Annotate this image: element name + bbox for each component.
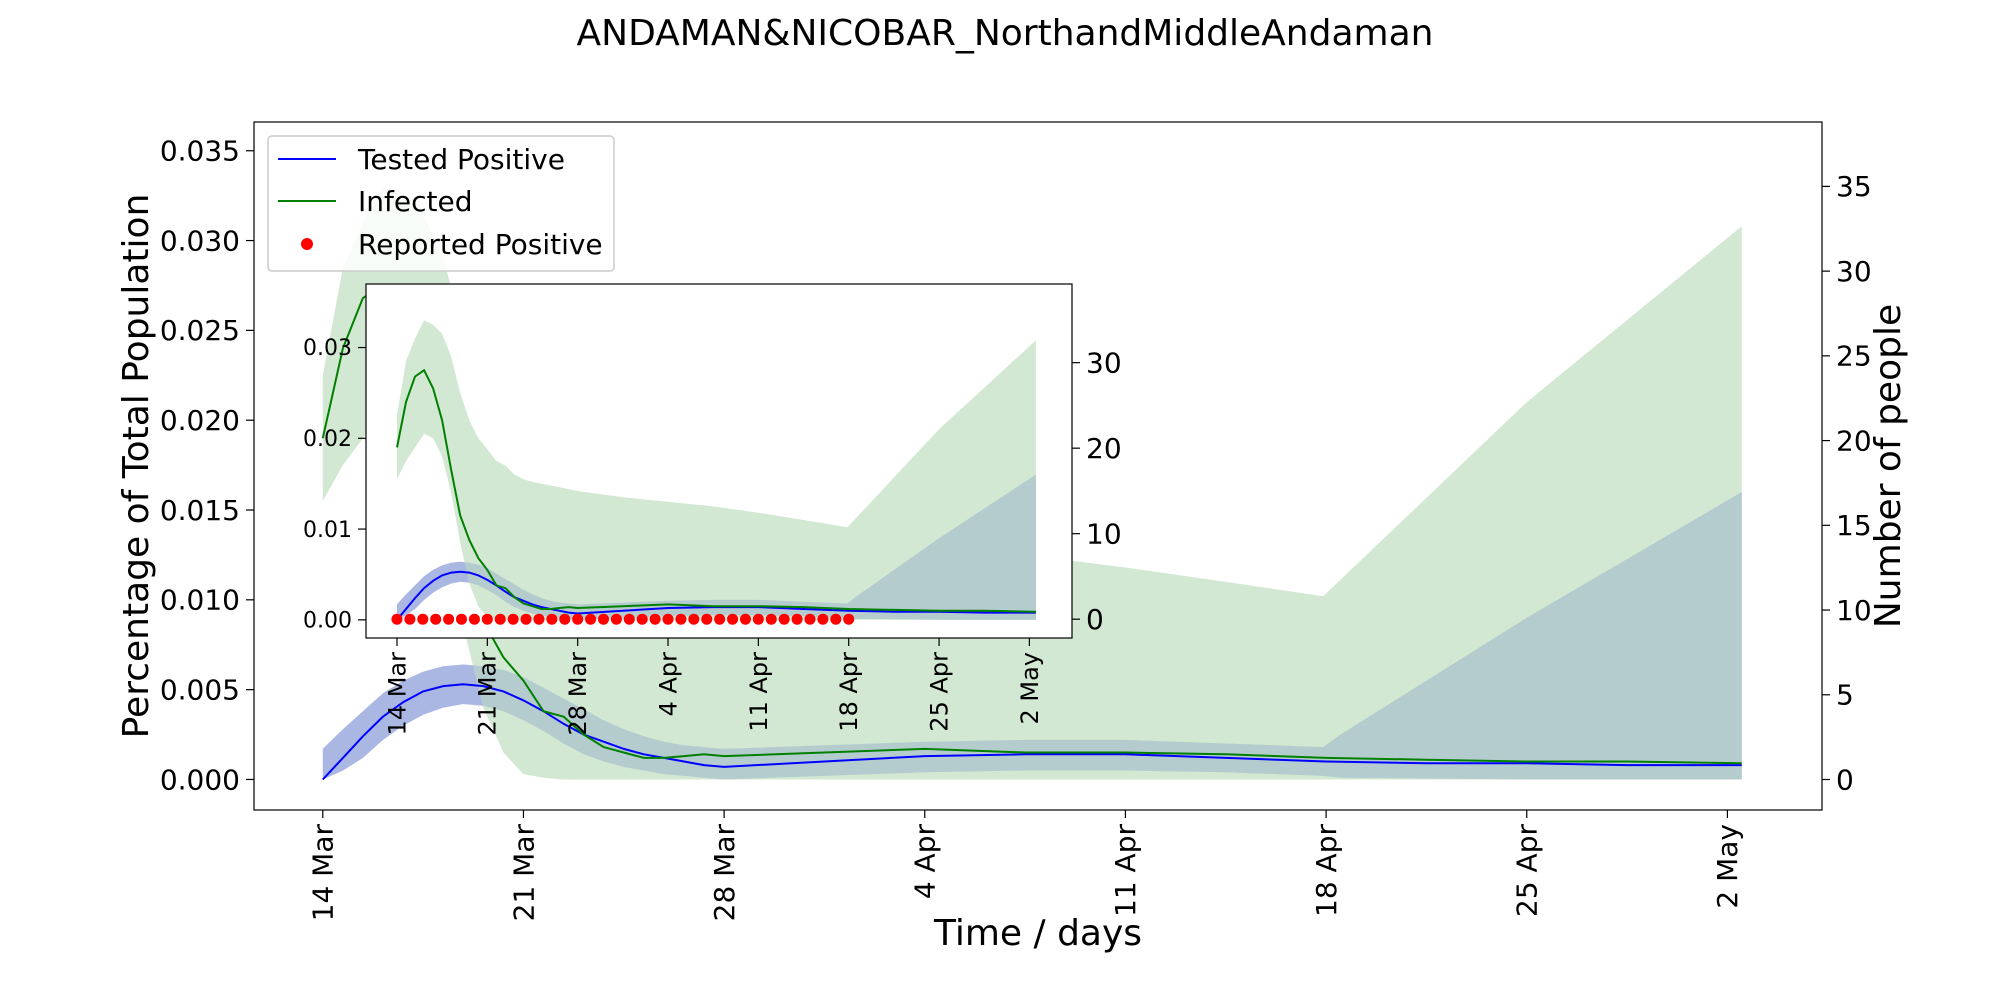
main-x-tick-label: 18 Apr (1310, 824, 1343, 917)
inset-reported-point (430, 613, 442, 625)
inset-reported-point (727, 613, 739, 625)
chart-title: ANDAMAN&NICOBAR_NorthandMiddleAndaman (577, 13, 1434, 54)
inset-reported-point (546, 613, 558, 625)
inset-reported-point (520, 613, 532, 625)
main-y2-tick-label: 25 (1836, 340, 1872, 373)
inset-y-tick-label: 0.03 (303, 336, 352, 361)
inset-reported-point (623, 613, 635, 625)
inset-x-tick-label: 11 Apr (745, 652, 773, 732)
inset-band-overlap (397, 474, 1036, 620)
legend-swatch-dot (301, 238, 313, 250)
inset-reported-point (830, 613, 842, 625)
inset-x-tick-label: 18 Apr (835, 652, 863, 732)
inset-y2-tick-label: 0 (1086, 603, 1104, 636)
main-x-tick-label: 4 Apr (909, 824, 942, 900)
main-y2-tick-label: 5 (1836, 679, 1854, 712)
inset-plot: 0.00 0.01 0.02 0.03 0 10 20 30 14 Mar 21 Mar 28 Ma… (303, 283, 1122, 736)
inset-reported-point (701, 613, 713, 625)
main-y-tick-label: 0.015 (160, 494, 240, 527)
inset-x-tick-label: 14 Mar (383, 652, 411, 736)
inset-line-tested-positive (396, 570, 1036, 621)
inset-reported-point (662, 613, 674, 625)
inset-reported-point (391, 613, 403, 625)
main-band-overlap (322, 492, 1742, 780)
inset-reported-point (778, 613, 790, 625)
main-y-tick-label: 0.030 (160, 224, 240, 257)
inset-y-tick-label: 0.00 (303, 609, 352, 634)
inset-x-tick-label: 4 Apr (654, 652, 682, 717)
inset-reported-point (481, 613, 493, 625)
inset-reported-point (443, 613, 455, 625)
inset-reported-point (817, 613, 829, 625)
main-x-tick-label: 25 Apr (1511, 824, 1544, 917)
inset-reported-point (559, 613, 571, 625)
inset-y-tick-label: 0.01 (303, 518, 352, 543)
inset-reported-point (572, 613, 584, 625)
inset-reported-point (404, 613, 416, 625)
main-y2-tick-label: 20 (1836, 424, 1872, 457)
main-x-axis-label: Time / days (933, 913, 1142, 954)
main-y-tick-label: 0.035 (160, 135, 240, 168)
inset-y2-tick-label: 10 (1086, 517, 1122, 550)
inset-reported-point (752, 613, 764, 625)
inset-reported-point (765, 613, 777, 625)
inset-x-tick-label: 2 May (1016, 652, 1044, 725)
inset-reported-point (494, 613, 506, 625)
legend: Tested Positive Infected Reported Positive (267, 135, 615, 272)
inset-reported-point (533, 613, 545, 625)
inset-y-tick-label: 0.02 (303, 427, 352, 452)
main-frame (253, 121, 1823, 811)
inset-reported-point (804, 613, 816, 625)
inset-reported-point (585, 613, 597, 625)
inset-reported-point (649, 613, 661, 625)
main-y-tick-label: 0.025 (160, 314, 240, 347)
inset-band-infected (397, 320, 1036, 620)
inset-x-tick-label: 28 Mar (564, 652, 592, 736)
main-y2-tick-label: 30 (1836, 255, 1872, 288)
inset-x-tick-label: 25 Apr (925, 652, 953, 732)
legend-label: Infected (358, 185, 472, 218)
main-y2-tick-label: 35 (1836, 170, 1872, 203)
inset-frame (365, 283, 1073, 639)
main-y-tick-label: 0.005 (160, 673, 240, 706)
inset-reported-point (791, 613, 803, 625)
inset-reported-point (507, 613, 519, 625)
main-x-tick-label: 14 Mar (307, 824, 340, 922)
inset-marks (391, 320, 1036, 625)
inset-line-infected (396, 368, 1036, 613)
main-line-tested-positive (322, 683, 1742, 781)
inset-x-tick-label: 21 Mar (474, 652, 502, 736)
main-y-tick-label: 0.010 (160, 584, 240, 617)
inset-reported-point (714, 613, 726, 625)
inset-reported-point (636, 613, 648, 625)
inset-reported-point (468, 613, 480, 625)
main-x-tick-label: 11 Apr (1109, 824, 1142, 917)
legend-label: Reported Positive (358, 228, 603, 261)
inset-reported-point (675, 613, 687, 625)
main-y2-tick-label: 0 (1836, 763, 1854, 796)
main-y2-tick-label: 10 (1836, 594, 1872, 627)
main-y-axis-label: Percentage of Total Population (116, 194, 157, 739)
legend-box (267, 135, 615, 272)
main-x-tick-label: 21 Mar (507, 824, 540, 922)
inset-reported-point (597, 613, 609, 625)
inset-reported-point (688, 613, 700, 625)
inset-reported-point (843, 613, 855, 625)
main-y2-tick-label: 15 (1836, 509, 1872, 542)
inset-reported-point (739, 613, 751, 625)
inset-reported-point (456, 613, 468, 625)
main-x-tick-label: 28 Mar (708, 824, 741, 922)
main-y2-axis-label: Number of people (1868, 304, 1909, 628)
main-x-tick-label: 2 May (1711, 824, 1744, 909)
inset-y2-tick-label: 30 (1086, 346, 1122, 379)
legend-label: Tested Positive (357, 143, 565, 176)
main-y-tick-label: 0.020 (160, 404, 240, 437)
inset-reported-point (417, 613, 429, 625)
main-y-tick-label: 0.000 (160, 763, 240, 796)
inset-y2-tick-label: 20 (1086, 432, 1122, 465)
inset-reported-point (610, 613, 622, 625)
